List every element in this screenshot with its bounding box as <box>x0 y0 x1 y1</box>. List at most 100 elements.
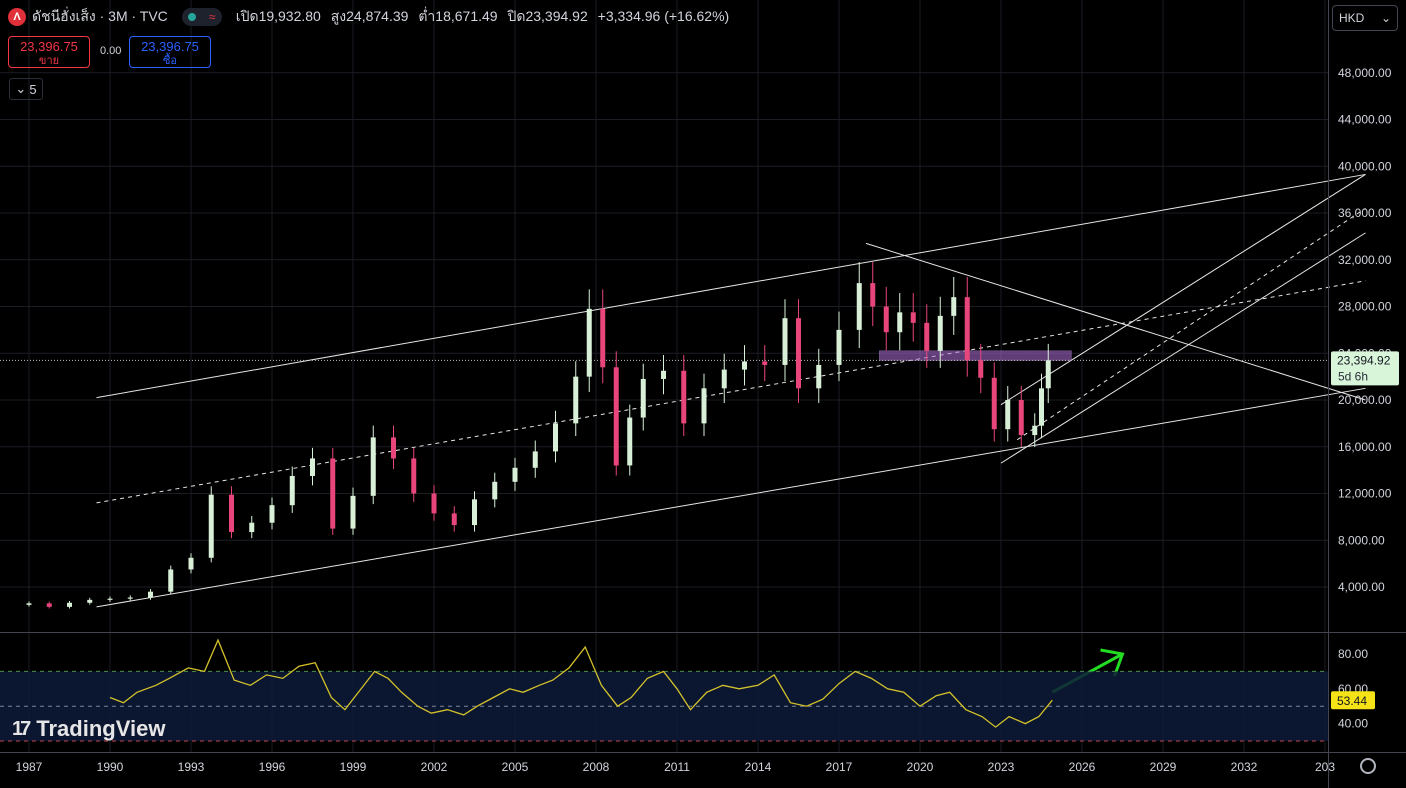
x-tick-label: 2023 <box>988 760 1015 774</box>
candle-body <box>289 475 295 506</box>
sell-button[interactable]: 23,396.75 ขาย <box>8 36 90 68</box>
rsi-tick-label: 40.00 <box>1338 717 1368 731</box>
candle-body <box>897 312 903 333</box>
candle-body <box>87 599 93 603</box>
candle-body <box>1032 425 1038 436</box>
tradingview-logo: 17 TradingView <box>12 716 165 742</box>
candle-body <box>168 569 174 592</box>
rsi-value: 53.44 <box>1337 694 1367 708</box>
candle-body <box>964 297 970 361</box>
candle-body <box>370 437 376 496</box>
hsi-logo-icon: Λ <box>8 8 26 26</box>
brand-name: TradingView <box>36 716 166 741</box>
candle-body <box>310 458 315 476</box>
channel-mid-line <box>96 280 1366 504</box>
high-value: 24,874.39 <box>346 8 409 24</box>
candle-body <box>148 591 153 598</box>
candle-body <box>978 360 984 378</box>
settings-gear-icon[interactable] <box>1360 758 1376 774</box>
candle-body <box>391 437 396 459</box>
candle-body <box>1039 388 1044 426</box>
candle-body <box>1018 400 1024 436</box>
y-tick-label: 20,000.00 <box>1338 393 1392 407</box>
y-tick-label: 4,000.00 <box>1338 580 1385 594</box>
currency-select[interactable]: HKD ⌄ <box>1332 5 1398 31</box>
candle-body <box>67 602 72 607</box>
buy-label: ซื้อ <box>162 55 178 67</box>
candle-body <box>661 370 666 379</box>
candle-body <box>208 494 214 558</box>
candle-body <box>910 312 916 323</box>
candle-body <box>512 467 518 482</box>
x-tick-label: 203 <box>1315 760 1335 774</box>
x-tick-label: 2020 <box>907 760 934 774</box>
candle-body <box>701 388 707 424</box>
rsi-arrow-head <box>1100 648 1125 677</box>
resistance-zone <box>879 350 1072 361</box>
x-tick-label: 2011 <box>664 760 690 774</box>
descending-resistance-line <box>865 242 1366 401</box>
close-key: ปิด <box>507 8 526 24</box>
tradingview-mark-icon: 17 <box>12 717 31 740</box>
x-tick-label: 2008 <box>583 760 610 774</box>
high-key: สูง <box>330 8 347 24</box>
candle-body <box>742 361 747 370</box>
candle-body <box>127 597 133 599</box>
candle-body <box>883 306 889 333</box>
candle-body <box>229 494 234 533</box>
candle-body <box>107 598 113 600</box>
x-tick-label: 1990 <box>97 760 124 774</box>
market-open-dot-icon <box>188 13 197 21</box>
x-tick-label: 2002 <box>421 760 448 774</box>
x-tick-label: 1996 <box>259 760 286 774</box>
candle-body <box>188 557 194 570</box>
spread-value: 0.00 <box>100 45 122 57</box>
last-price-label <box>1331 351 1399 386</box>
x-tick-label: 1993 <box>178 760 205 774</box>
candle-body <box>991 377 997 430</box>
candlestick-series <box>26 262 1051 609</box>
x-tick-label: 2026 <box>1069 760 1096 774</box>
market-status-pill[interactable]: ≈ <box>181 8 222 26</box>
candle-body <box>924 322 930 351</box>
y-tick-label: 8,000.00 <box>1338 533 1385 547</box>
candle-body <box>46 603 52 607</box>
candle-body <box>951 297 957 316</box>
candle-body <box>586 308 592 377</box>
candle-body <box>627 417 633 466</box>
indicators-toggle-button[interactable]: ⌄ 5 <box>9 78 43 100</box>
candle-body <box>856 283 862 330</box>
buy-button[interactable]: 23,396.75 ซื้อ <box>129 36 211 68</box>
y-tick-label: 44,000.00 <box>1338 113 1392 127</box>
channel-upper-line <box>96 173 1366 399</box>
sell-label: ขาย <box>38 55 60 67</box>
candle-body <box>1045 360 1051 389</box>
rsi-value-label <box>1331 691 1375 710</box>
ohlc-values: เปิด19,932.80 สูง24,874.39 ต่ำ18,671.49 … <box>236 6 729 28</box>
candle-body <box>472 499 477 526</box>
last-price-value: 23,394.92 <box>1337 353 1391 367</box>
candle-body <box>330 458 336 529</box>
candle-body <box>640 378 646 418</box>
indicators-count: 5 <box>29 81 37 97</box>
y-tick-label: 36,000.00 <box>1338 206 1392 220</box>
trendline-drawings <box>0 173 1366 694</box>
rsi-line <box>109 638 1053 728</box>
candle-body <box>613 367 619 466</box>
x-tick-label: 2005 <box>502 760 529 774</box>
candle-body <box>249 522 255 533</box>
candle-body <box>553 423 558 452</box>
candle-body <box>796 318 801 389</box>
candle-body <box>816 364 822 389</box>
rsi-tick-label: 80.00 <box>1338 647 1368 661</box>
x-tick-label: 2032 <box>1231 760 1258 774</box>
change-value: +3,334.96 (+16.62%) <box>597 8 730 24</box>
chevron-down-icon: ⌄ <box>15 81 27 96</box>
candle-body <box>870 283 876 307</box>
buy-price: 23,396.75 <box>141 39 199 54</box>
symbol-title[interactable]: ดัชนีฮั่งเส็ง · 3M · TVC <box>32 8 168 24</box>
rsi-pane <box>0 638 1328 742</box>
currency-value: HKD <box>1339 11 1365 25</box>
